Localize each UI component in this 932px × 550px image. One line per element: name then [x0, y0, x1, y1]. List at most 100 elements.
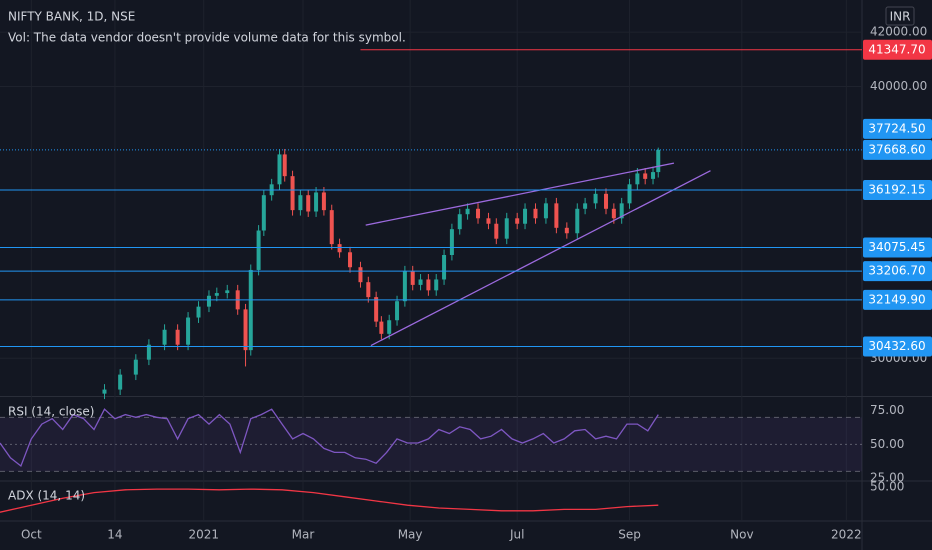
candle-body [434, 279, 439, 291]
candle-body [564, 227, 569, 234]
candle-body [277, 154, 282, 185]
candle-body [504, 218, 509, 239]
candle-body [196, 306, 201, 318]
candle-body [175, 329, 180, 345]
price-label: 33206.70 [868, 264, 925, 278]
candle-body [206, 295, 211, 307]
currency-box[interactable] [885, 6, 915, 26]
price-label-box [863, 39, 932, 60]
x-tick-label: Nov [730, 528, 753, 542]
indicator-line [0, 408, 659, 468]
candle-body [523, 208, 528, 224]
candle-body [515, 218, 520, 224]
candle-body [604, 193, 609, 209]
candle-body [282, 154, 287, 177]
candle-body [410, 271, 415, 285]
candle-body [321, 192, 326, 211]
candle-body [348, 252, 353, 268]
candle-body [186, 317, 191, 345]
candle-body [395, 301, 400, 321]
candle-body [225, 290, 230, 294]
candle-body [374, 297, 379, 322]
candle-body [651, 172, 656, 179]
x-tick-label: Sep [618, 528, 641, 542]
y-tick-label: 25.00 [870, 471, 904, 485]
candle-body [583, 203, 588, 209]
x-tick-label: Oct [21, 528, 42, 542]
x-tick-label: May [398, 528, 423, 542]
indicator-line [0, 488, 659, 513]
candle-body [426, 279, 431, 291]
candle-body [102, 389, 107, 394]
price-label: 34075.45 [868, 240, 925, 254]
candle-body [543, 203, 548, 219]
symbol-title: NIFTY BANK, 1D, NSE [8, 10, 135, 24]
y-tick-label: 42000.00 [870, 25, 927, 39]
candle-body [337, 244, 342, 253]
candle-body [476, 208, 481, 219]
price-label-box [863, 179, 932, 200]
candle-body [635, 173, 640, 185]
candle-body [627, 184, 632, 204]
price-label-box [863, 261, 932, 282]
price-label: 32149.90 [868, 292, 925, 306]
candle-body [402, 271, 407, 302]
candle-body [494, 223, 499, 239]
candle-body [442, 254, 447, 280]
candle-body [133, 359, 138, 375]
y-tick-label: 40000.00 [870, 79, 927, 93]
candle-body [214, 293, 219, 296]
price-label: 41347.70 [868, 42, 925, 56]
candle-body [418, 279, 423, 285]
candle-body [643, 173, 648, 179]
x-tick-label: 14 [107, 528, 122, 542]
volume-note: Vol: The data vendor doesn't provide vol… [8, 31, 406, 45]
candle-body [656, 149, 661, 173]
x-tick-label: Jul [509, 528, 524, 542]
candle-body [619, 203, 624, 219]
candle-body [329, 210, 334, 245]
candle-body [533, 208, 538, 219]
candle-body [366, 282, 371, 298]
candle-body [457, 214, 462, 230]
candle-body [261, 195, 266, 231]
price-label-box [863, 289, 932, 310]
trendline [370, 170, 711, 347]
x-tick-label: 2021 [188, 528, 219, 542]
candle-body [387, 320, 392, 334]
candle-body [554, 203, 559, 228]
price-label: 37668.60 [868, 142, 925, 156]
y-tick-label: 50.00 [870, 480, 904, 494]
price-label: 30432.60 [868, 339, 925, 353]
candle-body [314, 192, 319, 212]
price-label-box [863, 237, 932, 258]
indicator-title: ADX (14, 14) [8, 489, 85, 503]
price-label: 37724.50 [868, 121, 925, 135]
candle-body [358, 267, 363, 283]
candle-body [162, 329, 167, 345]
candle-body [248, 269, 253, 351]
candle-body [449, 229, 454, 255]
candle-body [290, 176, 295, 211]
candle-body [146, 344, 151, 360]
candle-body [611, 208, 616, 219]
candle-body [243, 309, 248, 351]
y-tick-label: 75.00 [870, 403, 904, 417]
candle-body [256, 230, 261, 270]
currency[interactable]: INR [890, 10, 911, 24]
price-label-box [863, 336, 932, 357]
candle-body [118, 374, 123, 390]
x-tick-label: 2022 [831, 528, 862, 542]
price-label-box [863, 118, 932, 139]
candle-body [298, 195, 303, 211]
x-tick-label: Mar [292, 528, 315, 542]
indicator-title: RSI (14, close) [8, 405, 94, 419]
marks [0, 49, 862, 513]
y-tick-label: 50.00 [870, 437, 904, 451]
candle-body [593, 193, 598, 204]
candle-body [465, 208, 470, 215]
candle-body [575, 208, 580, 234]
